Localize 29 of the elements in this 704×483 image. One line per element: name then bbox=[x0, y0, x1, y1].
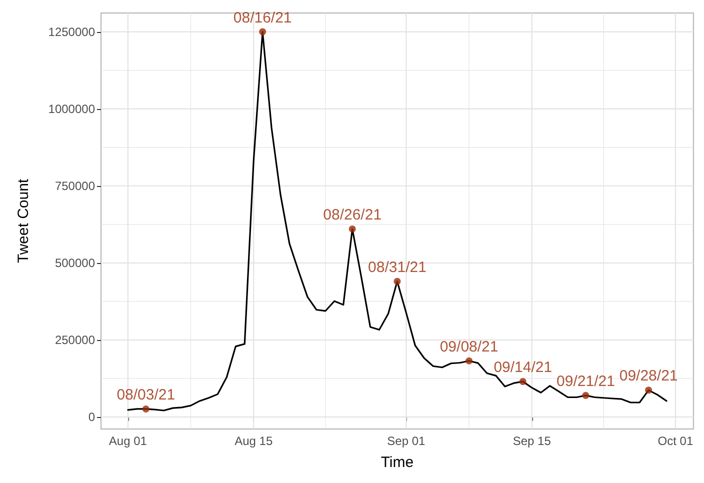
point bbox=[142, 405, 150, 412]
x-tick-label: Aug 01 bbox=[108, 434, 148, 448]
y-tick-label: 750000 bbox=[54, 178, 96, 193]
x-tick-label: Oct 01 bbox=[658, 434, 694, 448]
data-label: 08/03/21 bbox=[116, 386, 176, 404]
data-label: 08/31/21 bbox=[368, 258, 426, 276]
x-tick-label: Aug 15 bbox=[234, 434, 273, 448]
x-tick-label: Sep 01 bbox=[387, 434, 426, 448]
y-tick-label: 500000 bbox=[54, 256, 96, 270]
point bbox=[519, 378, 526, 386]
point bbox=[645, 386, 652, 394]
y-axis-title: Tweet Count bbox=[15, 178, 32, 264]
point bbox=[582, 392, 590, 399]
data-label: 09/14/21 bbox=[494, 359, 552, 376]
point bbox=[466, 357, 473, 364]
point bbox=[348, 226, 356, 233]
data-label: 09/08/21 bbox=[440, 338, 498, 356]
x-tick-label: Sep 15 bbox=[512, 434, 552, 448]
data-label: 08/26/21 bbox=[323, 206, 382, 224]
data-label: 09/21/21 bbox=[556, 372, 615, 390]
y-tick-label: 1250000 bbox=[48, 24, 96, 39]
y-tick-label: 1000000 bbox=[48, 102, 96, 116]
data-label: 09/28/21 bbox=[619, 368, 678, 385]
point bbox=[259, 28, 266, 36]
y-tick-label: 250000 bbox=[54, 332, 96, 347]
y-tick-label: 0 bbox=[88, 410, 96, 424]
x-axis-title: Time bbox=[380, 454, 414, 471]
point bbox=[394, 278, 401, 285]
data-label: 08/16/21 bbox=[233, 9, 292, 26]
